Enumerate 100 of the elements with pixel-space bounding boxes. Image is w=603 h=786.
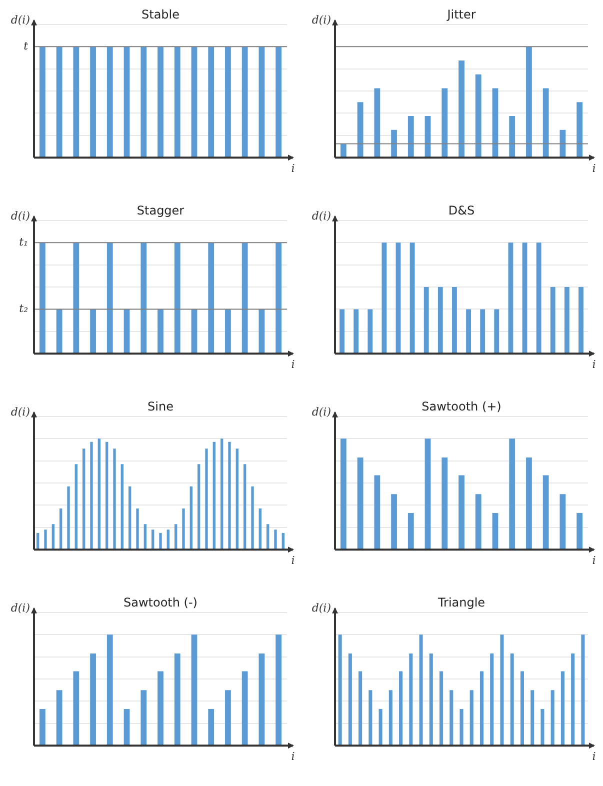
bar [540, 708, 544, 746]
bar [340, 438, 346, 550]
y-axis-title: d(i) [312, 13, 331, 26]
bar [374, 475, 380, 550]
bar [368, 690, 372, 746]
bar [136, 508, 139, 550]
bar [276, 634, 282, 746]
bar [439, 671, 444, 746]
ref-line-label: t₁ [19, 235, 28, 248]
bar [166, 530, 170, 550]
chart-title: Sine [148, 399, 174, 414]
bar [225, 690, 231, 746]
bar [39, 708, 46, 746]
bar [408, 116, 414, 158]
y-axis-title: d(i) [10, 209, 30, 222]
bar [258, 508, 262, 550]
bar [408, 512, 414, 550]
bar [429, 653, 433, 746]
bar [140, 690, 147, 746]
x-axis-title: i [291, 750, 295, 763]
bar [56, 690, 62, 746]
bar [82, 448, 86, 550]
bar [182, 508, 185, 550]
bar [74, 464, 78, 550]
bar [348, 653, 352, 746]
bar [73, 671, 80, 746]
bar [236, 448, 239, 550]
bar [90, 442, 93, 550]
bar [550, 690, 554, 746]
bar [113, 448, 116, 550]
x-axis-title: i [291, 162, 295, 175]
bar [576, 102, 583, 158]
x-axis-title: i [592, 162, 596, 175]
bar [282, 532, 285, 550]
bar [492, 88, 498, 158]
bar [124, 708, 130, 746]
bar [120, 464, 124, 550]
bar [340, 144, 346, 158]
bar [208, 708, 214, 746]
bar [470, 690, 474, 746]
bar [458, 60, 464, 158]
x-axis-title: i [291, 554, 295, 567]
bar [509, 438, 516, 550]
bar [243, 464, 246, 550]
bar [391, 130, 397, 158]
bar [510, 653, 514, 746]
x-axis-title: i [592, 750, 596, 763]
bar [67, 486, 70, 550]
bar [460, 708, 464, 746]
bar [128, 486, 132, 550]
chart-title: Stable [141, 7, 180, 22]
bar [581, 634, 585, 746]
bar [374, 88, 380, 158]
bar [409, 653, 413, 746]
bar [191, 634, 198, 746]
bar [500, 634, 504, 746]
bar [106, 634, 113, 746]
bar [159, 532, 162, 550]
y-axis-title: d(i) [312, 601, 331, 614]
bar [151, 530, 154, 550]
chart-title: Stagger [136, 203, 184, 218]
bar [228, 442, 231, 550]
bar [490, 653, 494, 746]
y-axis-title: d(i) [312, 405, 331, 418]
bar [475, 74, 482, 158]
bar [560, 130, 566, 158]
bar [36, 532, 40, 550]
x-axis-title: i [291, 358, 295, 371]
bar [357, 102, 364, 158]
bar [458, 475, 464, 550]
bar [357, 457, 364, 550]
bar [542, 88, 549, 158]
bar [509, 116, 516, 158]
bar [266, 524, 270, 550]
bar [526, 457, 532, 550]
bar [338, 634, 342, 746]
bar [526, 46, 532, 158]
bar [424, 438, 431, 550]
bar [492, 512, 498, 550]
bar [530, 690, 534, 746]
bar [174, 524, 178, 550]
bar [520, 671, 524, 746]
bar [59, 508, 62, 550]
bar [419, 634, 423, 746]
bar [378, 708, 382, 746]
bar [442, 457, 448, 550]
chart-title: Jitter [446, 7, 476, 22]
y-axis-title: d(i) [10, 13, 30, 26]
bar [251, 486, 254, 550]
bar [190, 486, 193, 550]
bar [220, 438, 224, 550]
bar [571, 653, 575, 746]
ref-line-label: t [24, 39, 29, 52]
bar [442, 88, 448, 158]
bar [44, 530, 47, 550]
bar [212, 442, 216, 550]
chart-title: Sawtooth (-) [124, 595, 198, 610]
bar [197, 464, 200, 550]
bar [90, 653, 96, 746]
bar [105, 442, 108, 550]
